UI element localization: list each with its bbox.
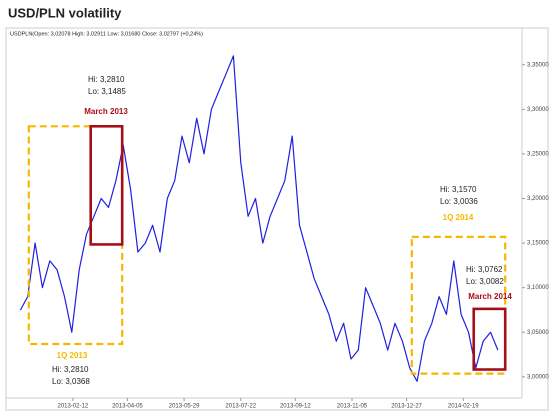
ohlc-header: USDPLN(Open: 3,02078 High: 3,02911 Low: … <box>10 31 203 37</box>
x-tick-label: 2013-09-12 <box>280 404 311 410</box>
y-tick-label: 3,25000 <box>527 152 549 158</box>
x-tick-label: 2013-02-12 <box>58 404 89 410</box>
y-tick-label: 3,35000 <box>527 62 549 68</box>
range-low: Lo: 3,1485 <box>88 87 126 96</box>
y-tick-label: 3,15000 <box>527 241 549 247</box>
range-low: Lo: 3,0036 <box>440 197 478 206</box>
range-box <box>410 235 507 375</box>
y-tick-label: 3,05000 <box>527 330 549 336</box>
range-high: Hi: 3,2810 <box>52 365 89 374</box>
price-line <box>19 55 499 382</box>
range-high: Hi: 3,2810 <box>88 75 125 84</box>
range-label: March 2013 <box>84 107 128 116</box>
range-label: March 2014 <box>468 292 512 301</box>
chart-frame <box>5 27 549 411</box>
range-low: Lo: 3,0082 <box>466 277 504 286</box>
y-tick-label: 3,20000 <box>527 196 549 202</box>
x-tick-label: 2013-04-05 <box>112 404 143 410</box>
range-label: 1Q 2014 <box>443 213 474 222</box>
x-tick-label: 2013-11-05 <box>337 404 368 410</box>
y-tick-label: 3,30000 <box>527 107 549 113</box>
range-box <box>472 307 507 371</box>
range-box <box>89 124 124 246</box>
range-low: Lo: 3,0368 <box>52 377 90 386</box>
range-high: Hi: 3,0762 <box>466 265 503 274</box>
x-tick-label: 2014-02-19 <box>448 404 479 410</box>
x-tick-label: 2013-07-22 <box>225 404 256 410</box>
range-label: 1Q 2013 <box>57 351 88 360</box>
x-tick-label: 2013-12-27 <box>391 404 422 410</box>
y-tick-label: 3,00000 <box>527 374 549 380</box>
chart-title: USD/PLN volatility <box>8 5 122 20</box>
x-tick-label: 2013-05-29 <box>169 404 200 410</box>
range-high: Hi: 3,1570 <box>440 185 477 194</box>
y-tick-label: 3,10000 <box>527 285 549 291</box>
